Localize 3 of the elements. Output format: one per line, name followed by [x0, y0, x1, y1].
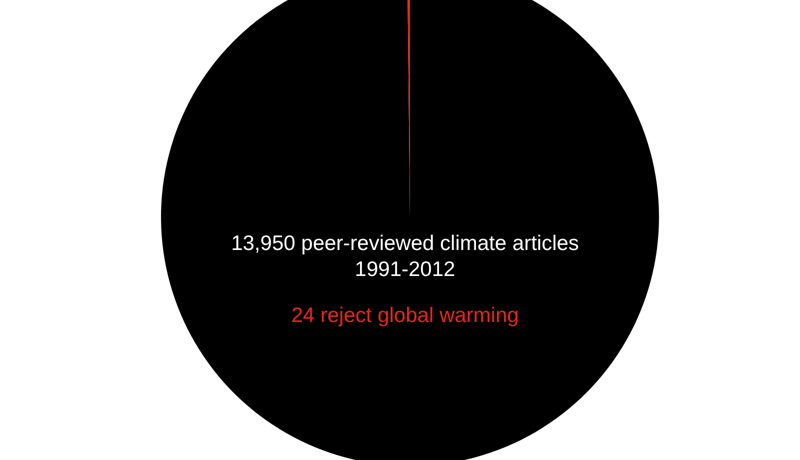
- text: 13,950 peer-reviewed climate articles: [231, 232, 579, 255]
- text: 24 reject global warming: [291, 304, 519, 327]
- text: 1991-2012: [354, 258, 456, 281]
